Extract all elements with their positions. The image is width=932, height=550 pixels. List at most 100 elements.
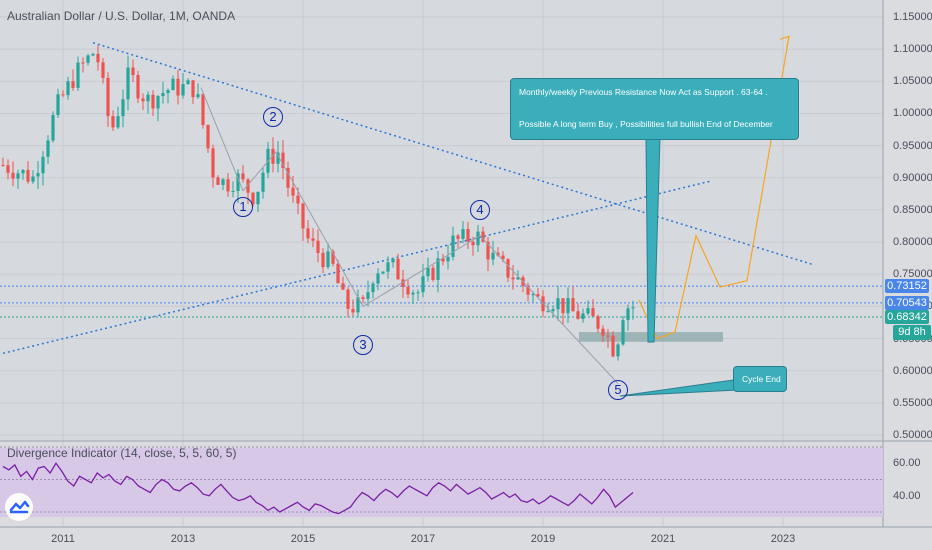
candle-body [286,167,290,188]
candle-body [46,140,50,157]
candle-body [556,298,560,310]
projection-path[interactable] [638,36,790,340]
candle-body [591,308,595,317]
candle-body [16,173,20,179]
candle-body [491,252,495,260]
candle-body [331,251,335,264]
candle-body [96,53,100,63]
price-label-2[interactable]: 0.70543 [885,295,929,310]
candle-body [301,203,305,229]
candle-body [101,62,105,78]
candle-body [191,80,195,98]
price-label-1[interactable]: 0.73152 [885,279,929,294]
candle-body [26,169,30,182]
candle-body [401,279,405,287]
price-label-3[interactable]: 0.68342 [885,310,929,325]
candle-body [601,328,605,336]
candle-body [496,252,500,256]
time-tick: 2021 [650,533,676,545]
trendline-1[interactable] [92,42,814,266]
indicator-line[interactable] [2,462,634,515]
candle-body [431,267,435,280]
candle-body [321,252,325,268]
price-tick: 1.15000 [893,11,932,23]
candle-body [396,258,400,280]
candle-body [476,231,480,246]
price-tick: 1.00000 [893,107,932,120]
tradingview-logo[interactable] [5,493,33,521]
candle-body [151,94,155,109]
candle-body [606,335,610,337]
candle-body [406,286,410,295]
candle-body [316,240,320,253]
wave-label-2[interactable]: 2 [263,106,283,127]
candle-body [356,297,360,313]
candle-body [281,152,285,168]
time-tick: 2011 [51,533,75,545]
wave-label-3[interactable]: 3 [353,334,373,355]
candle-body [66,81,70,96]
candle-body [516,277,520,280]
candle-body [371,283,375,293]
candle-body [186,80,190,85]
wave-label-5[interactable]: 5 [608,379,628,400]
price-tick: 0.55000 [893,396,932,409]
candle-body [146,94,150,102]
candle-body [291,187,295,196]
cycle-end-callout[interactable]: Cycle End [733,366,787,392]
candle-body [306,228,310,239]
candle-body [221,179,225,185]
candle-body [416,292,420,294]
candle-body [11,172,15,179]
candle-body [531,294,535,296]
candle-body [596,316,600,329]
candle-body [581,313,585,319]
candle-body [631,307,635,309]
candle-body [51,114,55,141]
candle-body [366,292,370,299]
candle-body [206,125,210,149]
candle-body [626,308,630,321]
candle-body [511,277,515,280]
candle-body [586,308,590,314]
candle-body [486,241,490,260]
candle-body [176,78,180,96]
candle-body [131,67,135,76]
time-tick: 2019 [530,533,556,545]
candle-body [86,55,90,63]
candle-body [536,294,540,297]
candle-body [61,94,65,96]
wave-label-4[interactable]: 4 [470,199,490,220]
candle-body [471,241,475,246]
price-tick: 0.85000 [893,203,932,216]
candle-body [141,98,145,102]
wave-label-1[interactable]: 1 [233,196,253,217]
candle-body [181,84,185,96]
candle-body [386,262,390,272]
candle-body [241,173,245,180]
candle-body [201,94,205,126]
time-tick: 2015 [290,533,316,545]
candle-body [21,169,25,174]
candle-body [326,251,330,268]
candle-body [561,298,565,314]
candle-body [551,309,555,312]
candle-body [121,99,125,117]
price-tick: 0.80000 [893,236,932,249]
candle-body [381,271,385,274]
candle-body [566,298,570,314]
candle-body [576,311,580,319]
time-tick: 2023 [770,533,796,545]
support-callout[interactable]: Monthly/weekly Previous Resistance Now A… [510,78,799,140]
candle-body [546,311,550,313]
candle-body [91,53,95,56]
candle-body [136,75,140,99]
trendline-2[interactable] [2,180,712,355]
candle-body [571,298,575,312]
candle-body [111,116,115,128]
candle-body [226,179,230,192]
candle-body [611,335,615,357]
candle-body [1,164,5,166]
candle-body [461,229,465,239]
